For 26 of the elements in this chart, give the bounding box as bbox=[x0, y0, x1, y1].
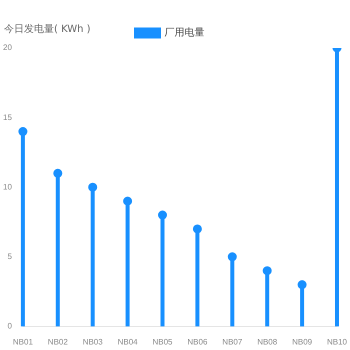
x-tick-label: NB08 bbox=[257, 337, 278, 346]
point bbox=[262, 266, 272, 276]
y-tick-label: 5 bbox=[7, 252, 12, 262]
y-tick-label: 20 bbox=[2, 43, 12, 52]
x-tick-label: NB01 bbox=[12, 337, 34, 346]
x-tick-label: NB04 bbox=[118, 337, 138, 346]
y-tick-label: 15 bbox=[2, 112, 12, 122]
point bbox=[298, 280, 307, 290]
point bbox=[123, 196, 132, 206]
x-tick-label: NB05 bbox=[152, 337, 174, 346]
x-tick-label: NB10 bbox=[326, 337, 348, 346]
y-tick-label: 0 bbox=[7, 322, 12, 331]
point bbox=[88, 182, 98, 192]
y-axis-title: 今日发电量( KWh ) bbox=[4, 22, 91, 36]
x-tick-label: NB06 bbox=[187, 337, 208, 346]
point bbox=[53, 168, 62, 178]
x-tick-label: NB07 bbox=[222, 337, 243, 346]
point bbox=[192, 224, 202, 234]
point bbox=[228, 252, 237, 262]
point bbox=[18, 127, 28, 136]
y-tick-label: 10 bbox=[2, 182, 12, 192]
point bbox=[158, 210, 167, 220]
x-tick-label: NB02 bbox=[48, 337, 68, 346]
x-tick-label: NB03 bbox=[82, 337, 104, 346]
x-tick-label: NB09 bbox=[292, 337, 313, 346]
legend-label: 厂用电量 bbox=[164, 26, 204, 39]
